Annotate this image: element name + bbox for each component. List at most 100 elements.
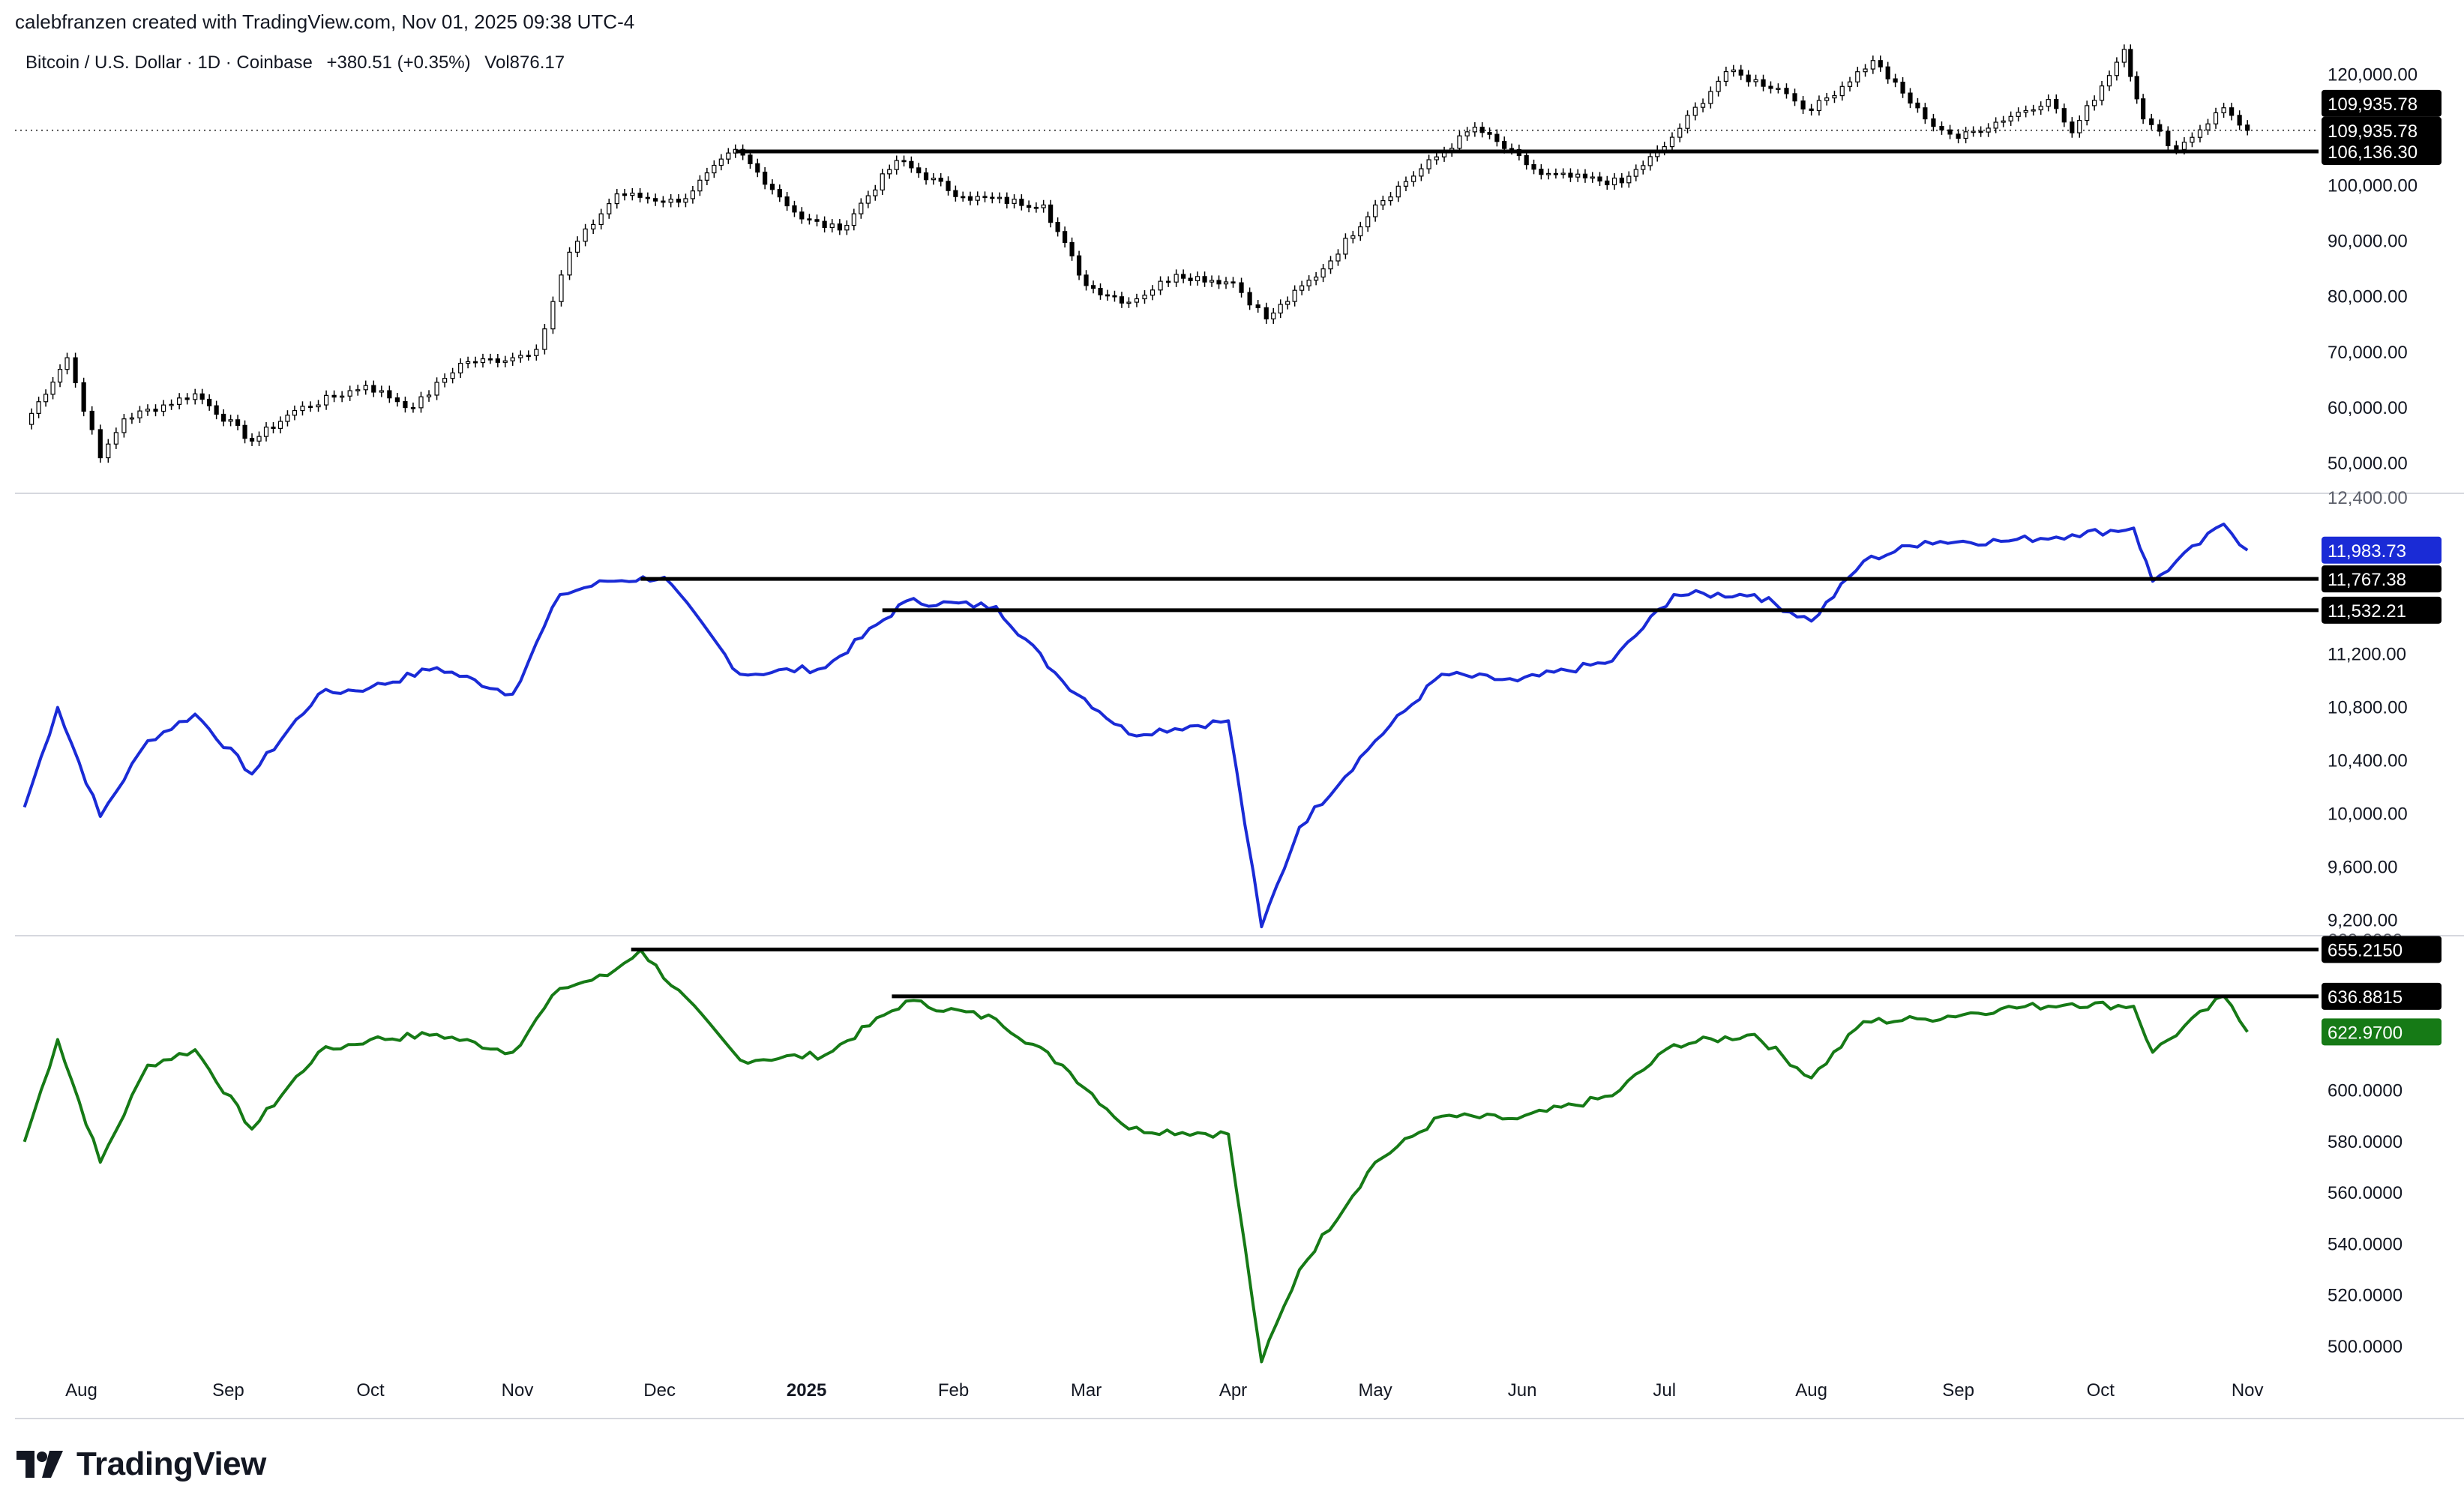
symbol-title[interactable]: Bitcoin / U.S. Dollar · 1D · Coinbase	[25, 52, 313, 73]
candle	[1069, 241, 1075, 256]
candle	[2174, 145, 2179, 150]
candle	[1019, 199, 1024, 206]
candle	[2001, 120, 2006, 123]
candle	[316, 404, 321, 408]
x-tick-label: Mar	[1071, 1380, 1102, 1401]
candle	[859, 202, 864, 214]
candle	[1531, 163, 1536, 170]
candle	[1062, 231, 1068, 244]
candle	[1419, 168, 1424, 177]
candle	[567, 251, 572, 276]
candle	[668, 199, 673, 203]
candle	[1403, 181, 1409, 187]
y-tick-label: 540.0000	[2328, 1234, 2403, 1254]
candle	[574, 241, 580, 253]
candle	[1027, 205, 1032, 208]
candle	[1597, 176, 1602, 181]
candle	[591, 223, 596, 230]
candle	[1048, 204, 1054, 223]
y-tick-label: 90,000.00	[2328, 232, 2408, 252]
candle	[1824, 97, 1830, 101]
candle	[873, 189, 878, 196]
candle	[184, 397, 190, 400]
candle	[1292, 289, 1297, 302]
x-tick-label: Jun	[1508, 1380, 1537, 1401]
candle	[1358, 226, 1363, 237]
candle	[1605, 180, 1610, 186]
candle	[1641, 165, 1646, 170]
brand-name: TradingView	[76, 1446, 266, 1482]
candle	[1320, 268, 1326, 278]
candle	[2061, 108, 2067, 123]
last-value-badge	[2322, 89, 2442, 117]
candle	[607, 202, 612, 214]
candle	[458, 362, 463, 373]
candle	[769, 184, 775, 190]
candle	[1076, 255, 1082, 276]
candle	[630, 193, 635, 196]
candle	[2046, 99, 2051, 107]
candle	[1271, 312, 1276, 319]
candle	[2197, 129, 2203, 138]
x-tick-label: Feb	[938, 1380, 969, 1401]
candle	[1700, 103, 1706, 108]
candle	[285, 415, 290, 422]
candle	[256, 436, 262, 442]
candle	[1863, 68, 1868, 73]
candle	[1626, 175, 1632, 184]
candle	[1158, 280, 1163, 291]
y-tick-label: 60,000.00	[2328, 398, 2408, 418]
x-tick-label: 2025	[787, 1380, 826, 1401]
candle	[137, 410, 142, 418]
x-tick-label: Aug	[65, 1380, 97, 1401]
candle	[1993, 121, 1998, 129]
candle	[1278, 304, 1283, 314]
level-price-label: 636.8815	[2328, 987, 2403, 1008]
candle	[1509, 148, 1515, 151]
candle	[777, 189, 782, 198]
candle	[1285, 301, 1290, 305]
candle	[1931, 118, 1936, 127]
candle	[901, 160, 907, 163]
last-value-badge	[2322, 116, 2442, 144]
y-tick-label: 12,400.00	[2328, 488, 2408, 508]
candle	[64, 357, 70, 370]
symbol-legend: Bitcoin / U.S. Dollar · 1D · Coinbase +3…	[25, 52, 574, 73]
candle	[1328, 260, 1333, 270]
candle	[1487, 132, 1492, 135]
candle	[807, 218, 812, 221]
candle	[371, 385, 376, 393]
candle	[1119, 296, 1125, 304]
candle	[1494, 133, 1500, 142]
candle	[495, 358, 500, 363]
candle	[480, 358, 486, 364]
candle	[450, 372, 455, 379]
candle	[1142, 295, 1147, 300]
candle	[784, 196, 790, 207]
candle	[418, 396, 424, 409]
candle	[1908, 92, 1913, 104]
candle	[1611, 177, 1617, 186]
x-tick-label: Jul	[1653, 1380, 1676, 1401]
candle	[466, 361, 471, 364]
tradingview-brand[interactable]: TradingView	[16, 1446, 266, 1483]
candle	[990, 196, 995, 199]
candle	[1575, 173, 1581, 178]
y-tick-label: 580.0000	[2328, 1132, 2403, 1152]
x-tick-label: Nov	[502, 1380, 534, 1401]
y-tick-label: 70,000.00	[2328, 343, 2408, 363]
candle	[2128, 49, 2133, 77]
candle	[1263, 307, 1269, 319]
candle	[2190, 136, 2195, 143]
candle	[1395, 185, 1401, 198]
candle	[1885, 66, 1890, 79]
candle	[2023, 109, 2028, 113]
candle	[502, 360, 508, 363]
volume-value: Vol876.17	[484, 52, 565, 73]
candle	[106, 443, 111, 459]
level-price-badge	[2322, 596, 2442, 624]
candle	[938, 178, 943, 182]
candle	[2157, 124, 2163, 132]
candle	[1716, 80, 1721, 92]
